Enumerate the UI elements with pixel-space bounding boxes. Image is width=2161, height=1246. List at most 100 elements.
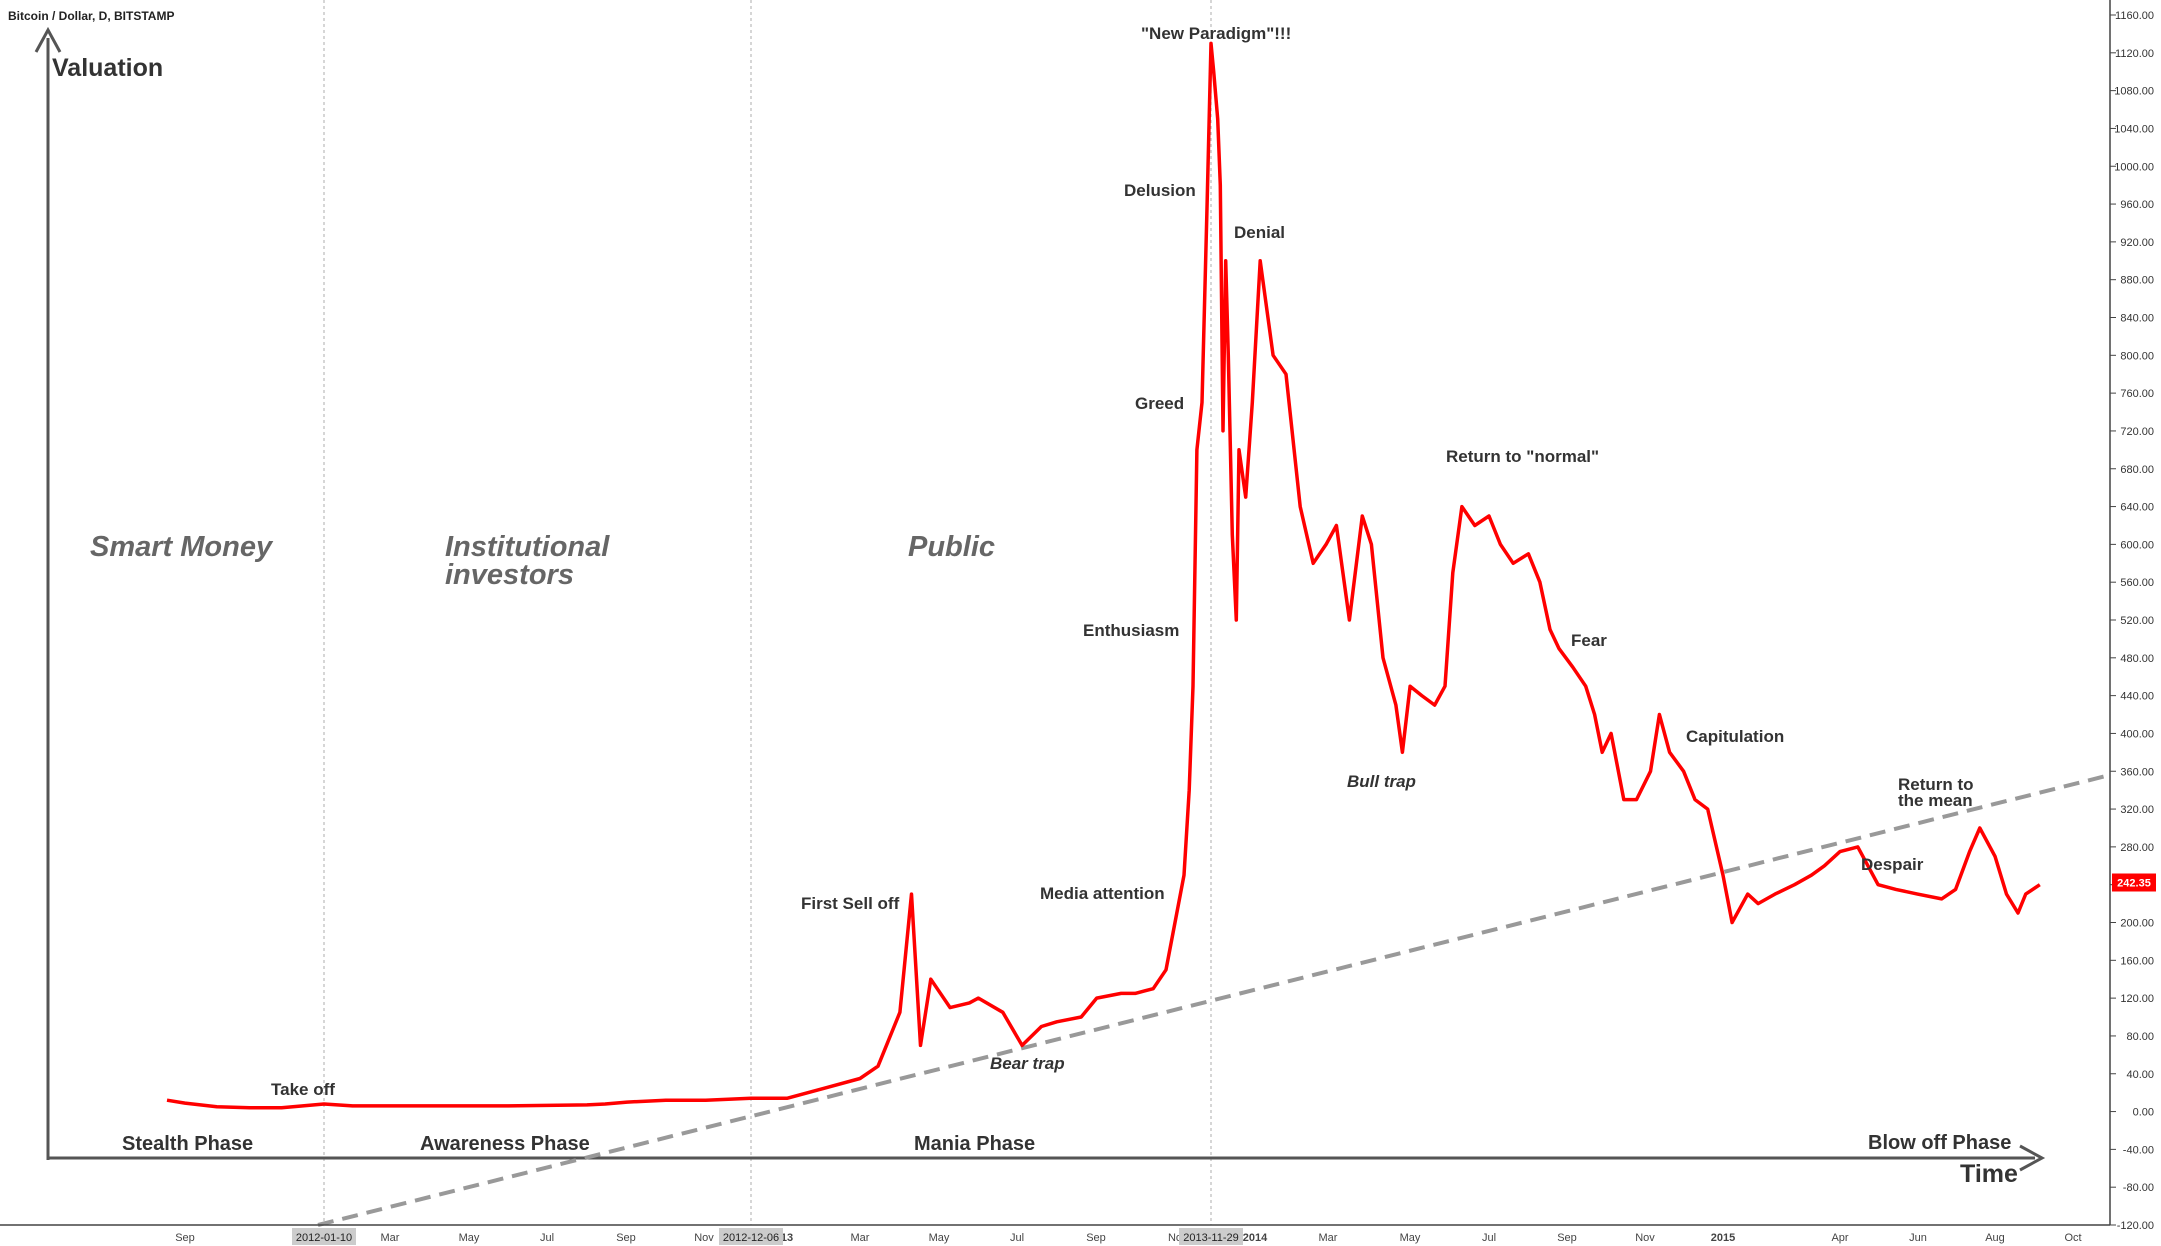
date-tick-label: Mar	[1319, 1232, 1338, 1244]
date-tick-label: Jun	[1909, 1232, 1927, 1244]
price-tick-label: 600.00	[2120, 539, 2154, 551]
phase-awareness: Awareness Phase	[420, 1133, 590, 1155]
chart-title: Bitcoin / Dollar, D, BITSTAMP	[8, 9, 174, 23]
participant-smart-money: Smart Money	[90, 531, 274, 563]
date-tick-label: Apr	[1831, 1232, 1848, 1244]
price-axis-ticks: 1160.00 1120.00 1080.00 1040.00 1000.00 960.0…	[2110, 10, 2154, 1232]
date-tick-label: Sep	[616, 1232, 636, 1244]
price-series-line	[166, 41, 2041, 1110]
date-tick-label: Jul	[1010, 1232, 1024, 1244]
annotation-bull-trap: Bull trap	[1347, 772, 1416, 791]
date-tick-label: May	[459, 1232, 480, 1244]
price-tick-label: 40.00	[2126, 1069, 2154, 1081]
price-tick-label: 1000.00	[2114, 161, 2154, 173]
last-price-value: 242.35	[2117, 878, 2151, 890]
time-label: Time	[1960, 1160, 2018, 1188]
time-axis-arrow	[2019, 1144, 2046, 1172]
valuation-label: Valuation	[52, 54, 163, 82]
date-tick-label: Sep	[175, 1232, 195, 1244]
date-tick-label: Nov	[1635, 1232, 1655, 1244]
annotation-return-mean-line1: Return to	[1898, 775, 1974, 794]
annotation-new-paradigm: "New Paradigm"!!!	[1141, 24, 1291, 43]
date-tick-label: Oct	[2064, 1232, 2081, 1244]
date-tick-label: 2014	[1243, 1232, 1268, 1244]
phase-blow-off: Blow off Phase	[1868, 1132, 2011, 1154]
concept-axes: Valuation Time	[34, 26, 2046, 1188]
price-tick-label: 200.00	[2120, 918, 2154, 930]
price-tick-label: 80.00	[2126, 1031, 2154, 1043]
participant-public: Public	[908, 531, 995, 563]
price-tick-label: 1080.00	[2114, 86, 2154, 98]
price-tick-label: 880.00	[2120, 275, 2154, 287]
price-tick-label: 440.00	[2120, 691, 2154, 703]
price-tick-label: 360.00	[2120, 766, 2154, 778]
price-tick-label: 1160.00	[2115, 10, 2154, 22]
trend-line	[317, 773, 2111, 1227]
date-tick-label: May	[1400, 1232, 1421, 1244]
price-tick-label: 800.00	[2120, 350, 2154, 362]
date-marker-boxes: 2012-01-10 2012-12-06 2013-11-29	[292, 1228, 1243, 1245]
annotation-enthusiasm: Enthusiasm	[1083, 621, 1179, 640]
date-marker-box	[719, 1228, 783, 1245]
date-marker-label: 2013-11-29	[1183, 1232, 1238, 1244]
price-tick-label: 760.00	[2120, 388, 2154, 400]
phase-mania: Mania Phase	[914, 1133, 1035, 1155]
annotation-return-normal: Return to "normal"	[1446, 447, 1599, 466]
date-tick-label: 13	[781, 1232, 793, 1244]
price-tick-label: 1040.00	[2114, 123, 2154, 135]
price-tick-label: 320.00	[2120, 804, 2154, 816]
date-tick-label: 2015	[1711, 1232, 1735, 1244]
date-tick-label: Mar	[851, 1232, 870, 1244]
participant-institutional-line1: Institutional	[445, 531, 610, 563]
price-tick-label: 560.00	[2120, 577, 2154, 589]
price-tick-label: 120.00	[2120, 993, 2154, 1005]
valuation-axis-arrow	[34, 26, 62, 53]
date-tick-label: Jul	[540, 1232, 554, 1244]
price-tick-label: 520.00	[2120, 615, 2154, 627]
annotation-media-attention: Media attention	[1040, 884, 1165, 903]
annotation-despair: Despair	[1861, 855, 1924, 874]
date-marker-box	[292, 1228, 356, 1245]
date-tick-label: Sep	[1086, 1232, 1106, 1244]
annotation-first-sell-off: First Sell off	[801, 894, 900, 913]
annotation-fear: Fear	[1571, 631, 1607, 650]
date-marker-box	[1179, 1228, 1243, 1245]
date-tick-label: Jul	[1482, 1232, 1496, 1244]
annotation-denial: Denial	[1234, 223, 1285, 242]
annotation-greed: Greed	[1135, 394, 1184, 413]
date-tick-label: No	[1168, 1232, 1182, 1244]
date-tick-label: Nov	[694, 1232, 714, 1244]
last-price-box	[2112, 873, 2156, 892]
price-tick-label: 960.00	[2120, 199, 2154, 211]
annotation-bear-trap: Bear trap	[990, 1054, 1065, 1073]
last-price-tag: 242.35	[2112, 873, 2156, 892]
price-tick-label: 280.00	[2120, 842, 2154, 854]
price-tick-label: 840.00	[2120, 313, 2154, 325]
phase-stealth: Stealth Phase	[122, 1133, 253, 1155]
price-tick-label: -40.00	[2123, 1144, 2154, 1156]
price-tick-label: 480.00	[2120, 653, 2154, 665]
price-tick-label: 920.00	[2120, 237, 2154, 249]
date-marker-label: 2012-12-06	[723, 1232, 779, 1244]
date-axis-ticks: Sep Mar May Jul Sep Nov 13 Mar May Jul Sep No 2014 Ma…	[175, 1232, 2081, 1244]
price-tick-label: 640.00	[2120, 502, 2154, 514]
date-tick-label: Sep	[1557, 1232, 1577, 1244]
date-tick-label: Aug	[1985, 1232, 2005, 1244]
annotation-return-mean-line2: the mean	[1898, 791, 1973, 810]
annotation-delusion: Delusion	[1124, 181, 1196, 200]
participant-institutional-line2: investors	[445, 559, 574, 591]
annotation-capitulation: Capitulation	[1686, 727, 1784, 746]
price-tick-label: -80.00	[2123, 1182, 2154, 1194]
price-tick-label: 0.00	[2133, 1107, 2154, 1119]
annotation-take-off: Take off	[271, 1080, 335, 1099]
date-marker-lines	[323, 0, 1212, 1225]
date-tick-label: Mar	[381, 1232, 400, 1244]
price-tick-label: 1120.00	[2115, 48, 2154, 60]
price-tick-label: -120.00	[2117, 1220, 2154, 1232]
price-tick-label: 400.00	[2120, 728, 2154, 740]
date-tick-label: May	[929, 1232, 950, 1244]
price-tick-label: 720.00	[2120, 426, 2154, 438]
date-marker-label: 2012-01-10	[296, 1232, 352, 1244]
